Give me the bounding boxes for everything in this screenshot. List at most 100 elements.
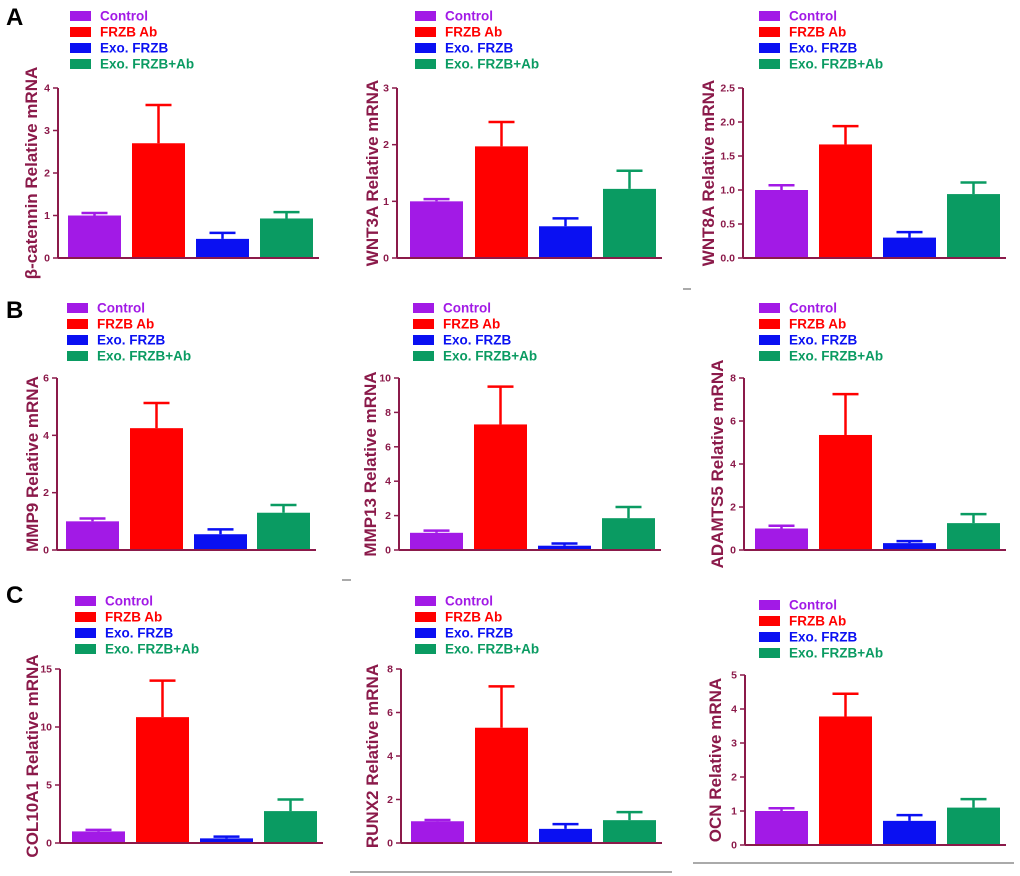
legend-swatch — [759, 303, 780, 313]
y-axis-title: OCN Relative mRNA — [706, 678, 725, 842]
y-tick-label: 2 — [730, 502, 736, 514]
bar-frzb-ab — [819, 716, 872, 845]
bar-exo-frzb — [200, 838, 253, 843]
legend-label: Control — [443, 301, 491, 316]
legend-label: Exo. FRZB+Ab — [789, 646, 883, 661]
y-axis-title: COL10A1 Relative mRNA — [23, 654, 42, 857]
bar-exo-frzb-ab — [260, 218, 313, 258]
y-axis-title: RUNX2 Relative mRNA — [363, 664, 382, 848]
y-tick-label: 2.0 — [720, 117, 735, 129]
legend-swatch — [759, 27, 780, 37]
legend-label: FRZB Ab — [789, 25, 846, 40]
y-tick-label: 0.5 — [720, 219, 735, 231]
legend-swatch — [415, 59, 436, 69]
bar-exo-frzb — [883, 237, 936, 258]
legend-swatch — [70, 11, 91, 21]
bar-exo-frzb — [883, 543, 936, 550]
legend-label: Control — [789, 301, 837, 316]
legend-label: Exo. FRZB+Ab — [443, 349, 537, 364]
bar-control — [68, 215, 121, 258]
y-tick-label: 5 — [46, 780, 52, 792]
legend-label: FRZB Ab — [789, 317, 846, 332]
legend-label: Control — [97, 301, 145, 316]
y-tick-label: 15 — [40, 664, 52, 676]
y-axis-title: MMP9 Relative mRNA — [23, 376, 42, 552]
legend-swatch — [759, 351, 780, 361]
y-tick-label: 2 — [387, 794, 393, 806]
bar-frzb-ab — [819, 144, 872, 258]
legend-swatch — [759, 59, 780, 69]
legend-label: FRZB Ab — [445, 25, 502, 40]
legend-label: Exo. FRZB — [100, 41, 169, 56]
legend-swatch — [415, 11, 436, 21]
y-tick-label: 0 — [387, 838, 393, 850]
legend-swatch — [70, 27, 91, 37]
legend-label: Exo. FRZB — [97, 333, 166, 348]
bar-exo-frzb-ab — [947, 807, 1000, 845]
bar-exo-frzb-ab — [603, 820, 656, 843]
legend-label: Exo. FRZB — [105, 626, 174, 641]
legend-swatch — [759, 319, 780, 329]
legend-swatch — [415, 43, 436, 53]
y-tick-label: 6 — [385, 441, 391, 453]
legend-label: Exo. FRZB+Ab — [97, 349, 191, 364]
panel-label-a: A — [6, 4, 23, 31]
bar-control — [755, 811, 808, 845]
bar-exo-frzb — [539, 226, 592, 258]
legend-swatch — [415, 596, 436, 606]
legend-swatch — [759, 600, 780, 610]
legend-label: Exo. FRZB+Ab — [789, 349, 883, 364]
legend-label: FRZB Ab — [445, 610, 502, 625]
legend-label: Exo. FRZB+Ab — [105, 642, 199, 657]
legend-label: Exo. FRZB — [443, 333, 512, 348]
bar-exo-frzb-ab — [602, 518, 655, 550]
legend-swatch — [413, 319, 434, 329]
legend-swatch — [75, 644, 96, 654]
y-tick-label: 0 — [46, 838, 52, 850]
legend-swatch — [415, 612, 436, 622]
bar-frzb-ab — [130, 428, 183, 550]
y-tick-label: 4 — [731, 704, 737, 716]
legend-swatch — [67, 351, 88, 361]
bar-exo-frzb-ab — [603, 188, 656, 258]
y-tick-label: 1 — [383, 196, 389, 208]
bar-control — [410, 532, 463, 550]
legend-swatch — [413, 303, 434, 313]
y-tick-label: 2 — [44, 168, 50, 180]
legend-swatch — [75, 612, 96, 622]
y-tick-label: 8 — [387, 664, 393, 676]
legend-swatch — [415, 27, 436, 37]
legend-label: Exo. FRZB+Ab — [100, 57, 194, 72]
y-tick-label: 6 — [43, 373, 49, 385]
bar-exo-frzb-ab — [264, 811, 317, 843]
legend-label: Control — [445, 594, 493, 609]
legend-swatch — [67, 303, 88, 313]
bar-exo-frzb — [539, 828, 592, 843]
y-tick-label: 10 — [379, 373, 391, 385]
legend-swatch — [759, 335, 780, 345]
y-tick-label: 0 — [43, 545, 49, 557]
bar-frzb-ab — [475, 146, 528, 258]
legend-swatch — [75, 596, 96, 606]
y-tick-label: 3 — [731, 738, 737, 750]
bar-control — [72, 831, 125, 843]
legend-label: FRZB Ab — [105, 610, 162, 625]
y-tick-label: 4 — [385, 476, 391, 488]
y-tick-label: 2 — [731, 772, 737, 784]
y-tick-label: 8 — [385, 407, 391, 419]
legend-swatch — [759, 11, 780, 21]
y-tick-label: 0 — [383, 253, 389, 265]
legend-label: FRZB Ab — [789, 614, 846, 629]
legend-swatch — [75, 628, 96, 638]
legend-label: Exo. FRZB — [445, 626, 514, 641]
y-tick-label: 2 — [385, 510, 391, 522]
y-tick-label: 1.5 — [720, 151, 735, 163]
y-tick-label: 2 — [43, 487, 49, 499]
